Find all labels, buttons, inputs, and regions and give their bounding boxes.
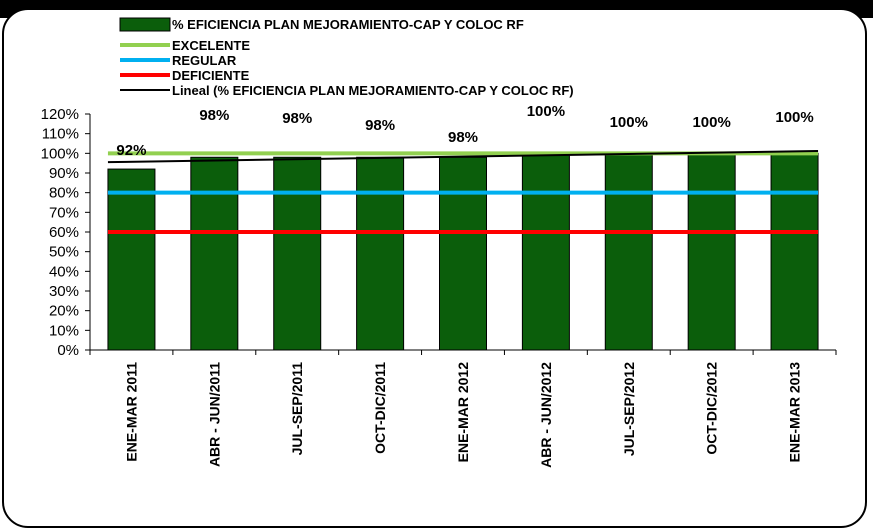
data-label-3: 98%	[282, 110, 312, 127]
data-label-2: 98%	[199, 107, 229, 124]
legend-label-eficiencia: % EFICIENCIA PLAN MEJORAMIENTO-CAP Y COL…	[172, 17, 524, 32]
bar-1	[107, 168, 156, 351]
trendline	[107, 149, 819, 164]
y-tick-label: 70%	[49, 204, 79, 221]
data-label-1: 92%	[116, 142, 146, 159]
data-label-6: 100%	[527, 103, 565, 120]
bar-5	[439, 156, 487, 351]
y-tick-label: 80%	[49, 185, 79, 202]
y-axis: 0% 10% 20% 30% 40% 50% 60% 70% 80% 90% 100% 110% 120…	[41, 106, 91, 359]
trendline-lineal	[107, 149, 819, 164]
bar-6	[521, 152, 570, 351]
bar-7	[604, 152, 653, 351]
legend-label-excelente: EXCELENTE	[172, 38, 250, 53]
legend-label-lineal: Lineal (% EFICIENCIA PLAN MEJORAMIENTO-C…	[172, 83, 574, 98]
data-label-4: 98%	[365, 117, 395, 134]
y-tick-label: 110%	[42, 126, 79, 143]
x-axis: ENE-MAR 2011 ABR - JUN/2011 JUL-SEP/2011 OC…	[89, 349, 837, 468]
y-tick-label: 100%	[41, 145, 79, 162]
bar-9	[770, 152, 819, 351]
y-tick-label: 50%	[49, 244, 79, 261]
x-category-label: OCT-DIC/2012	[704, 362, 720, 455]
bar-8	[687, 152, 736, 351]
y-tick-label: 20%	[49, 303, 79, 320]
y-tick-label: 60%	[49, 224, 79, 241]
data-label-9: 100%	[775, 109, 813, 126]
y-tick-label: 0%	[57, 342, 79, 359]
x-category-label: OCT-DIC/2011	[372, 362, 388, 454]
x-category-label: ABR - JUN/2011	[206, 362, 222, 467]
data-label-5: 98%	[448, 129, 478, 146]
y-tick-label: 40%	[49, 263, 79, 280]
bar-4	[356, 156, 405, 351]
y-tick-label: 30%	[49, 283, 79, 300]
legend-label-regular: REGULAR	[172, 53, 237, 68]
x-category-label: ENE-MAR 2012	[455, 362, 471, 463]
x-category-label: ENE-MAR 2013	[787, 362, 803, 463]
y-tick-label: 90%	[49, 165, 79, 182]
bar-3	[273, 156, 322, 351]
legend-label-deficiente: DEFICIENTE	[172, 68, 250, 83]
bar-2	[190, 156, 239, 351]
x-category-label: ENE-MAR 2011	[123, 362, 139, 462]
data-label-8: 100%	[692, 114, 730, 131]
y-tick-label: 10%	[49, 322, 79, 339]
data-label-7: 100%	[610, 114, 648, 131]
efficiency-chart: % EFICIENCIA PLAN MEJORAMIENTO-CAP Y COL…	[41, 17, 837, 468]
data-labels: 92% 98% 98% 98% 98% 100% 100% 100% 100%	[116, 103, 813, 159]
legend: % EFICIENCIA PLAN MEJORAMIENTO-CAP Y COL…	[119, 17, 574, 98]
x-category-label: JUL-SEP/2012	[621, 362, 637, 456]
x-category-label: JUL-SEP/2011	[289, 362, 305, 456]
legend-swatch-eficiencia	[119, 17, 171, 32]
y-tick-label: 120%	[41, 106, 79, 123]
bars	[107, 152, 819, 351]
x-category-label: ABR - JUN/2012	[538, 362, 554, 468]
